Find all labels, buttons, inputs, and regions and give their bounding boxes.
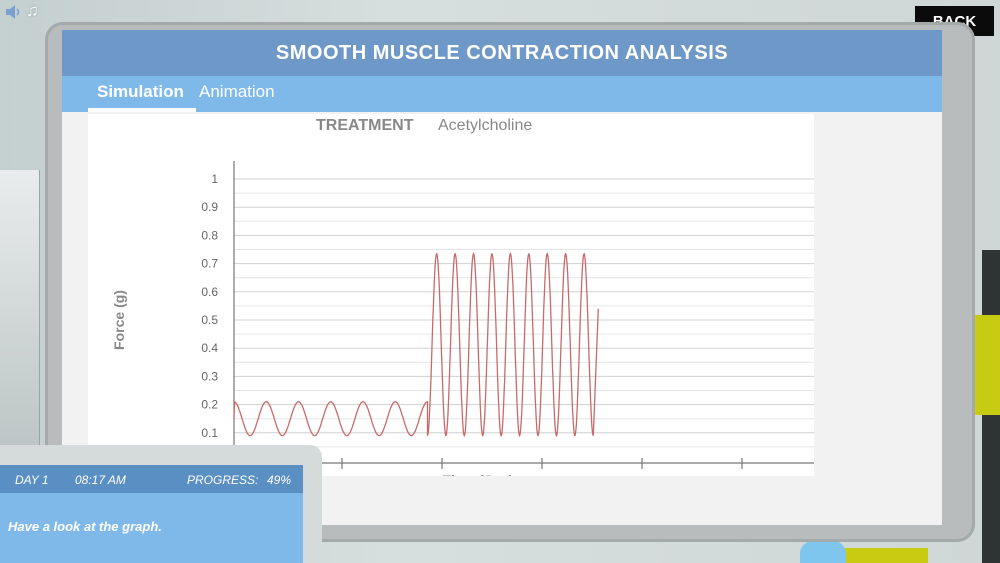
music-icon[interactable]: ♫ (26, 1, 39, 20)
y-tick-label: 0.5 (201, 313, 218, 327)
tabs-bar: Simulation Animation (62, 76, 942, 112)
progress-label: PROGRESS: (187, 473, 259, 487)
y-tick-label: 0.2 (201, 398, 218, 412)
force-trace (233, 252, 599, 438)
y-tick-label: 0.6 (201, 285, 218, 299)
x-axis-label: Time (Sec) (443, 472, 514, 476)
background-yellow-strip (838, 548, 928, 563)
tab-animation[interactable]: Animation (199, 82, 275, 101)
y-tick-label: 0.7 (201, 257, 218, 271)
time-label: 08:17 AM (75, 473, 126, 487)
treatment-label: TREATMENT (316, 117, 414, 134)
status-body: DAY 1 08:17 AM PROGRESS: 49% Have a look… (0, 465, 303, 563)
progress-value: 49% (267, 473, 292, 487)
header-bar: SMOOTH MUSCLE CONTRACTION ANALYSIS (62, 30, 942, 76)
tab-simulation[interactable]: Simulation (97, 82, 184, 101)
speaker-icon[interactable] (5, 4, 23, 20)
graph-panel: TREATMENT Acetylcholine 00.10.20.30.40.5… (88, 114, 814, 476)
force-chart: 00.10.20.30.40.50.60.70.80.91Time (Sec)F… (111, 161, 814, 476)
active-tab-indicator (88, 108, 196, 112)
background-block (0, 170, 40, 470)
y-tick-label: 0.9 (201, 200, 218, 214)
screen: SMOOTH MUSCLE CONTRACTION ANALYSIS Simul… (62, 30, 942, 525)
status-panel: DAY 1 08:17 AM PROGRESS: 49% Have a look… (0, 445, 322, 563)
y-tick-label: 0.1 (201, 426, 218, 440)
page-title: SMOOTH MUSCLE CONTRACTION ANALYSIS (275, 41, 729, 64)
y-tick-label: 1 (211, 172, 218, 186)
instruction-message: Have a look at the graph. (8, 519, 162, 534)
treatment-value: Acetylcholine (438, 117, 533, 134)
y-tick-label: 0.4 (201, 341, 218, 355)
y-tick-label: 0.3 (201, 369, 218, 383)
y-axis-label: Force (g) (111, 290, 127, 350)
background-blue-object (800, 538, 846, 563)
day-label: DAY 1 (15, 473, 49, 487)
y-tick-label: 0.8 (201, 228, 218, 242)
status-header: DAY 1 08:17 AM PROGRESS: 49% (0, 465, 303, 493)
